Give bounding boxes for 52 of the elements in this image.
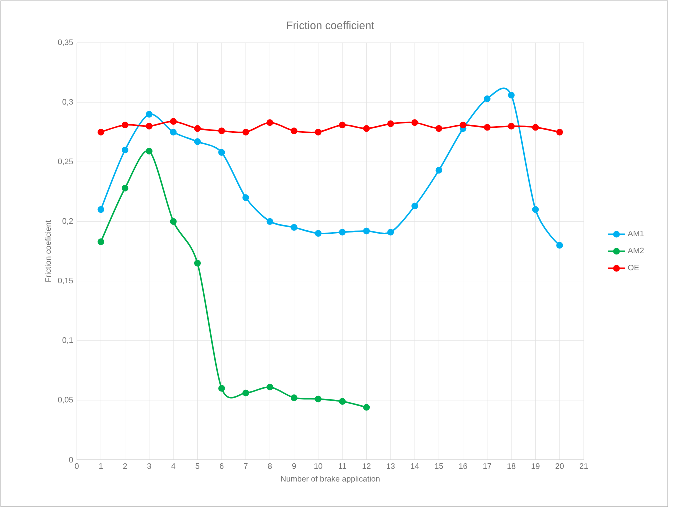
point bbox=[315, 230, 322, 237]
point bbox=[484, 124, 491, 131]
point bbox=[436, 167, 442, 174]
chart-title: Friction coefficient bbox=[287, 21, 374, 30]
point bbox=[194, 138, 202, 146]
point bbox=[532, 124, 540, 131]
point bbox=[122, 122, 129, 129]
point bbox=[556, 128, 564, 136]
point bbox=[532, 206, 540, 214]
point bbox=[170, 218, 177, 226]
point bbox=[388, 120, 394, 128]
point bbox=[194, 125, 202, 132]
point bbox=[218, 385, 226, 392]
point bbox=[436, 125, 442, 132]
point bbox=[242, 194, 250, 202]
point bbox=[266, 384, 274, 391]
point bbox=[290, 394, 298, 402]
point bbox=[315, 128, 322, 136]
point bbox=[484, 96, 491, 102]
point bbox=[194, 260, 202, 267]
point bbox=[363, 228, 370, 235]
point bbox=[242, 390, 250, 397]
point bbox=[122, 146, 129, 154]
point bbox=[146, 123, 153, 130]
point bbox=[460, 122, 467, 129]
point bbox=[266, 218, 274, 226]
point bbox=[315, 396, 322, 403]
point bbox=[146, 111, 153, 118]
point bbox=[170, 118, 177, 125]
point bbox=[339, 122, 346, 129]
point bbox=[266, 119, 274, 126]
point bbox=[412, 119, 418, 126]
point bbox=[98, 128, 104, 136]
point bbox=[122, 184, 129, 192]
point bbox=[242, 128, 250, 136]
point bbox=[363, 404, 370, 411]
point bbox=[339, 398, 346, 405]
point bbox=[218, 128, 226, 134]
point bbox=[146, 148, 153, 155]
point bbox=[170, 128, 177, 136]
point bbox=[290, 128, 298, 134]
point bbox=[508, 92, 515, 99]
point bbox=[218, 149, 226, 156]
point bbox=[98, 206, 104, 214]
point bbox=[290, 224, 298, 232]
point bbox=[98, 238, 104, 246]
point bbox=[556, 242, 564, 249]
point bbox=[388, 229, 394, 236]
point bbox=[508, 123, 515, 130]
point bbox=[363, 125, 370, 132]
point bbox=[412, 202, 418, 210]
point bbox=[339, 229, 346, 236]
